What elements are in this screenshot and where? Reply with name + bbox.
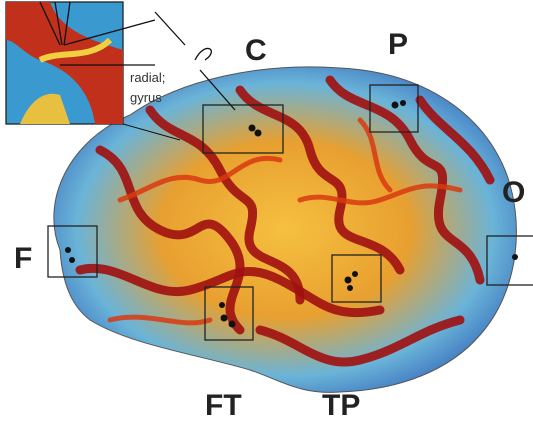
region-label: P bbox=[388, 28, 408, 61]
region-label: F bbox=[14, 242, 32, 275]
region-label: C bbox=[245, 34, 267, 67]
region-label: FT bbox=[205, 389, 242, 421]
inset-caption: gyrus bbox=[130, 90, 162, 105]
region-label: TP bbox=[322, 389, 360, 421]
inset-caption: radial; bbox=[130, 70, 165, 85]
figure: radial; gyrus C P O F FT TP bbox=[0, 0, 533, 421]
inset bbox=[6, 2, 155, 124]
region-label: O bbox=[502, 176, 525, 209]
